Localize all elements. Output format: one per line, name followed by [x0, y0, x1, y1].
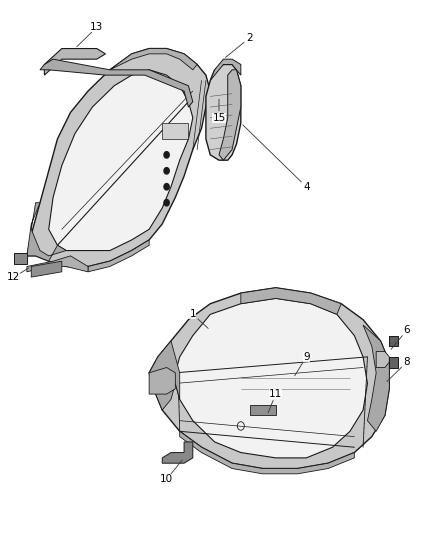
Polygon shape [206, 64, 241, 160]
Polygon shape [27, 49, 210, 266]
Polygon shape [110, 49, 197, 70]
Polygon shape [180, 431, 354, 474]
Polygon shape [363, 325, 389, 431]
Polygon shape [149, 288, 389, 469]
Text: 1: 1 [190, 309, 196, 319]
Text: 13: 13 [90, 22, 103, 33]
Text: 2: 2 [246, 33, 253, 43]
Polygon shape [44, 49, 106, 75]
Text: 12: 12 [7, 272, 21, 282]
Polygon shape [31, 261, 62, 277]
Text: 4: 4 [303, 182, 310, 192]
Polygon shape [210, 59, 241, 80]
Polygon shape [149, 341, 180, 410]
Text: 8: 8 [403, 357, 410, 367]
Polygon shape [162, 442, 193, 463]
Polygon shape [241, 288, 341, 314]
Text: 9: 9 [303, 352, 310, 362]
Polygon shape [27, 203, 66, 261]
Polygon shape [49, 70, 193, 251]
Polygon shape [250, 405, 276, 415]
Polygon shape [389, 336, 398, 346]
Polygon shape [27, 256, 88, 272]
Polygon shape [162, 123, 188, 139]
Text: 11: 11 [269, 389, 283, 399]
Polygon shape [40, 59, 193, 107]
Text: 15: 15 [212, 112, 226, 123]
Circle shape [164, 167, 169, 174]
Polygon shape [389, 357, 398, 368]
Polygon shape [175, 298, 367, 458]
Polygon shape [14, 253, 27, 264]
Polygon shape [88, 240, 149, 272]
Polygon shape [219, 70, 241, 160]
Polygon shape [376, 352, 389, 368]
Polygon shape [149, 368, 175, 394]
Text: 10: 10 [160, 474, 173, 484]
Circle shape [164, 152, 169, 158]
Circle shape [164, 199, 169, 206]
Circle shape [164, 183, 169, 190]
Text: 6: 6 [403, 325, 410, 335]
